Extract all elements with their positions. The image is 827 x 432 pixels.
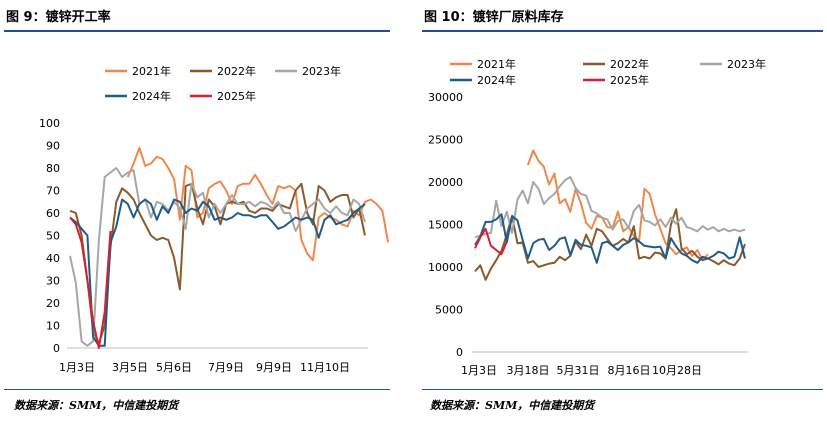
x-tick-label: 1月3日 [59, 361, 95, 374]
y-tick-label: 20 [46, 297, 60, 310]
left-title-rule [4, 30, 390, 32]
x-tick-label: 5月6日 [156, 361, 192, 374]
x-tick-label: 7月9日 [208, 361, 244, 374]
y-tick-label: 5000 [435, 304, 463, 317]
chart-2: 0 5000 10000 15000 20000 25000 30000 1月3日 3月18日 5… [428, 57, 766, 377]
y-tick-label: 15000 [428, 219, 463, 232]
y-tick-label: 80 [46, 162, 60, 175]
right-source-note: 数据来源：SMM，中信建投期货 [430, 399, 595, 412]
y-tick-label: 0 [456, 346, 463, 359]
y-tick-label: 60 [46, 207, 60, 220]
series-line-2024年 [474, 213, 746, 264]
x-tick-label: 3月18日 [507, 364, 550, 377]
x-tick-label: 1月3日 [461, 364, 497, 377]
legend-label: 2022年 [610, 57, 649, 71]
y-tick-label: 40 [46, 252, 60, 265]
x-tick-label: 10月28日 [652, 364, 702, 377]
y-tick-label: 30000 [428, 91, 463, 104]
chart-1: 0 10 20 30 40 50 60 70 80 90 100 1月3日 3月5日 5月6日 7月9日 9月… [39, 64, 390, 374]
series-line-2025年 [69, 216, 112, 349]
y-tick-label: 100 [39, 117, 60, 130]
right-bottom-rule [422, 389, 823, 390]
y-tick-label: 25000 [428, 134, 463, 147]
legend-label: 2024年 [477, 73, 516, 87]
left-chart-title: 图 9：镀锌开工率 [6, 10, 111, 25]
series-line-2021年 [126, 146, 390, 262]
series-line-2023年 [474, 175, 746, 239]
legend-label: 2023年 [727, 57, 766, 71]
legend-label: 2022年 [217, 64, 256, 78]
y-tick-label: 10000 [428, 261, 463, 274]
legend-label: 2025年 [610, 73, 649, 87]
legend-label: 2025年 [217, 89, 256, 103]
left-bottom-rule [4, 389, 390, 390]
legend-label: 2021年 [477, 57, 516, 71]
x-tick-label: 5月31日 [557, 364, 600, 377]
y-tick-label: 30 [46, 275, 60, 288]
x-tick-label: 3月5日 [112, 361, 148, 374]
y-tick-label: 70 [46, 185, 60, 198]
series-line-2025年 [474, 227, 508, 256]
series-line-2021年 [526, 149, 709, 262]
y-tick-label: 10 [46, 320, 60, 333]
left-source-note: 数据来源：SMM，中信建投期货 [14, 399, 179, 412]
y-tick-label: 20000 [428, 176, 463, 189]
legend-label: 2021年 [132, 64, 171, 78]
right-chart-title: 图 10：镀锌厂原料库存 [424, 10, 564, 25]
series-line-2023年 [69, 167, 366, 347]
x-tick-label: 8月16日 [608, 364, 651, 377]
series-line-2022年 [69, 182, 366, 345]
y-tick-label: 90 [46, 140, 60, 153]
y-tick-label: 0 [53, 342, 60, 355]
right-title-rule [422, 30, 823, 32]
legend-label: 2024年 [132, 89, 171, 103]
legend-label: 2023年 [302, 64, 341, 78]
y-tick-label: 50 [46, 230, 60, 243]
x-tick-label: 11月10日 [300, 361, 350, 374]
series-line-2024年 [69, 198, 366, 347]
x-tick-label: 9月9日 [256, 361, 292, 374]
